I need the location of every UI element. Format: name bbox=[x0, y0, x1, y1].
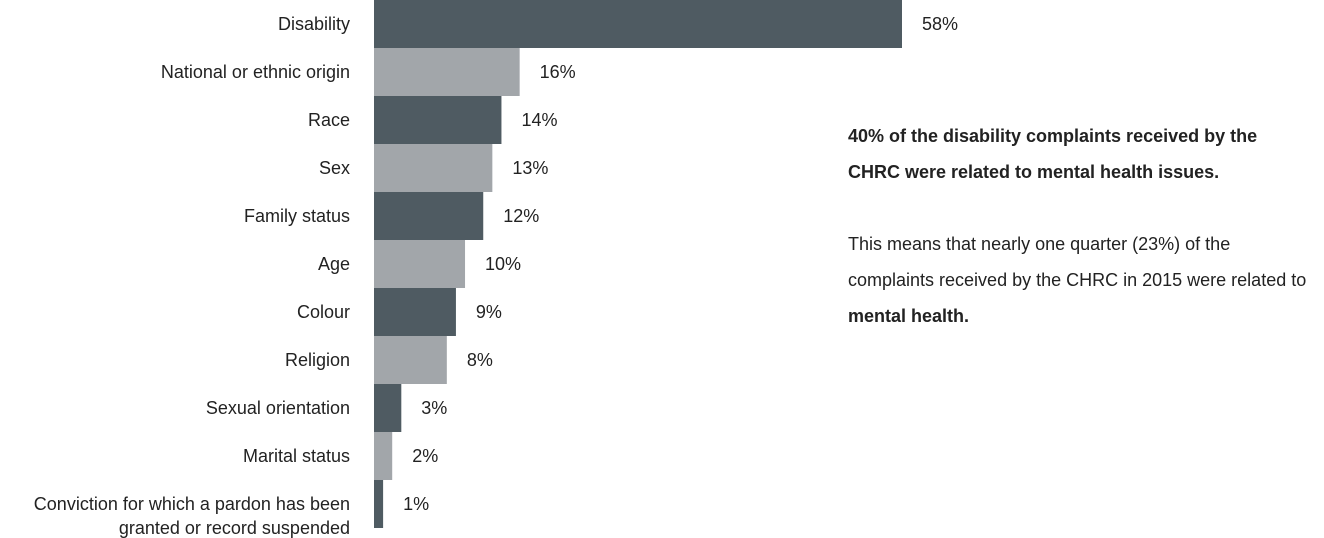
bar bbox=[374, 48, 520, 96]
bar bbox=[374, 144, 493, 192]
value-label: 58% bbox=[922, 14, 958, 34]
annotation-paragraph-2-text: This means that nearly one quarter (23%)… bbox=[848, 234, 1307, 290]
bar bbox=[374, 240, 466, 288]
value-label: 2% bbox=[412, 446, 438, 466]
bar bbox=[374, 480, 384, 528]
value-label: 3% bbox=[421, 398, 447, 418]
bar bbox=[374, 288, 456, 336]
category-label: Marital status bbox=[243, 446, 350, 466]
category-label: Sexual orientation bbox=[206, 398, 350, 418]
category-label: National or ethnic origin bbox=[161, 62, 350, 82]
value-labels-group: 58% 16% 14% 13% 12% 10% 9% 8% 3% 2% 1% bbox=[403, 14, 958, 514]
bars-group bbox=[374, 0, 902, 528]
category-label: Sex bbox=[319, 158, 350, 178]
value-label: 8% bbox=[467, 350, 493, 370]
annotation-text: 40% of the disability complaints receive… bbox=[848, 118, 1308, 334]
bar bbox=[374, 432, 393, 480]
bar bbox=[374, 336, 447, 384]
annotation-paragraph-2: This means that nearly one quarter (23%)… bbox=[848, 226, 1308, 334]
category-label: Religion bbox=[285, 350, 350, 370]
category-labels-group: Disability National or ethnic origin Race S… bbox=[34, 14, 350, 538]
category-label: Colour bbox=[297, 302, 350, 322]
category-label: Conviction for which a pardon has been gr… bbox=[34, 494, 350, 538]
value-label: 1% bbox=[403, 494, 429, 514]
bar bbox=[374, 0, 902, 48]
value-label: 13% bbox=[512, 158, 548, 178]
annotation-paragraph-2-bold: mental health. bbox=[848, 306, 970, 326]
value-label: 9% bbox=[476, 302, 502, 322]
bar bbox=[374, 192, 484, 240]
value-label: 14% bbox=[521, 110, 557, 130]
bar bbox=[374, 96, 502, 144]
value-label: 10% bbox=[485, 254, 521, 274]
value-label: 12% bbox=[503, 206, 539, 226]
bar bbox=[374, 384, 402, 432]
category-label: Disability bbox=[278, 14, 350, 34]
category-label: Race bbox=[308, 110, 350, 130]
category-label: Family status bbox=[244, 206, 350, 226]
annotation-paragraph-1: 40% of the disability complaints receive… bbox=[848, 126, 1258, 182]
value-label: 16% bbox=[540, 62, 576, 82]
category-label: Age bbox=[318, 254, 350, 274]
